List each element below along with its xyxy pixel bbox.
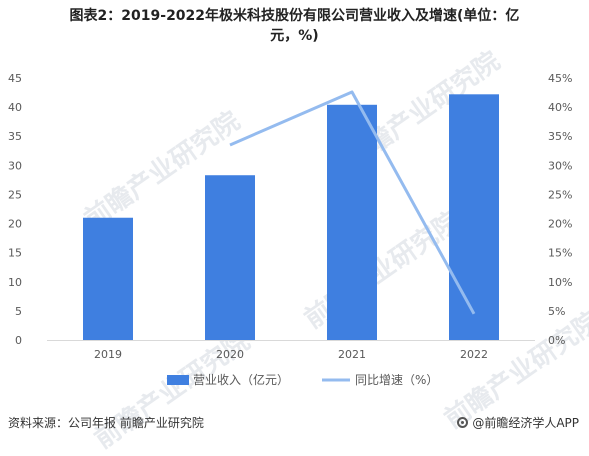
y-left-tick-label: 10: [8, 276, 22, 289]
y-right-tick-label: 40%: [548, 101, 572, 114]
y-right-tick-label: 0%: [548, 334, 565, 347]
y-left-tick-label: 0: [15, 334, 22, 347]
brand-text: @前瞻经济学人APP: [472, 416, 579, 430]
source-note: 资料来源：公司年报 前瞻产业研究院: [8, 416, 204, 430]
y-left-tick-label: 5: [15, 305, 22, 318]
bar-revenue-2019: [83, 217, 133, 340]
x-tick-label: 2022: [460, 348, 488, 361]
y-right-tick-label: 25%: [548, 188, 572, 201]
legend-label-growth: 同比增速（%）: [355, 373, 438, 387]
bar-revenue-2020: [205, 175, 255, 340]
x-tick-label: 2019: [94, 348, 122, 361]
y-left-tick-label: 35: [8, 130, 22, 143]
bar-revenue-2022: [449, 94, 499, 341]
combo-chart: 0 5 10 15 20 25 30 35 40 45 0% 5% 10% 15% 20% 25% 30% 35%…: [8, 72, 572, 387]
x-tick-label: 2020: [216, 348, 244, 361]
legend-swatch-revenue: [167, 375, 189, 385]
bar-revenue-2021: [327, 104, 377, 340]
y-left-tick-label: 20: [8, 218, 22, 231]
brand-logo-icon: [457, 417, 469, 428]
y-left-tick-label: 15: [8, 247, 22, 260]
legend-label-revenue: 营业收入（亿元）: [193, 372, 289, 387]
y-left-tick-label: 25: [8, 188, 22, 201]
y-left-tick-label: 45: [8, 72, 22, 85]
y-right-tick-label: 15%: [548, 247, 572, 260]
y-right-tick-label: 45%: [548, 72, 572, 85]
chart-title-line-2: 元，%): [270, 28, 319, 44]
chart-title: 图表2：2019-2022年极米科技股份有限公司营业收入及增速(单位：亿 元，%…: [0, 6, 589, 46]
y-left-tick-label: 40: [8, 101, 22, 114]
y-left-tick-label: 30: [8, 159, 22, 172]
brand-attribution: @前瞻经济学人APP: [457, 414, 579, 431]
y-right-tick-label: 5%: [548, 305, 565, 318]
y-right-tick-label: 30%: [548, 159, 572, 172]
y-right-tick-label: 10%: [548, 276, 572, 289]
y-right-tick-label: 35%: [548, 130, 572, 143]
line-growth-rate: [229, 90, 476, 315]
chart-title-line-1: 图表2：2019-2022年极米科技股份有限公司营业收入及增速(单位：亿: [69, 8, 520, 24]
x-tick-label: 2021: [338, 348, 366, 361]
y-right-tick-label: 20%: [548, 218, 572, 231]
